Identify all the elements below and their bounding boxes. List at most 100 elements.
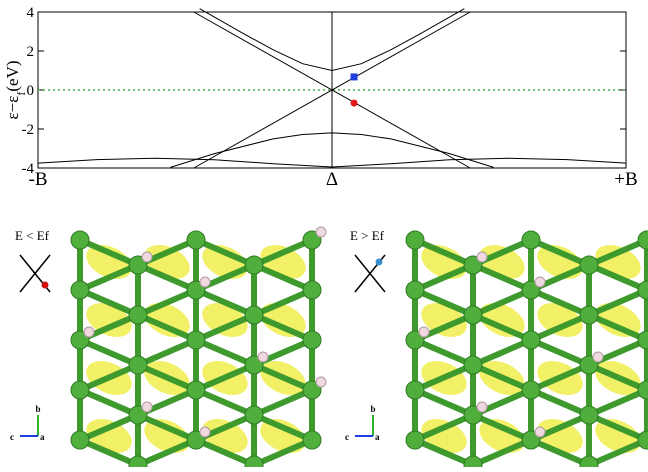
y-tick-label: 2	[27, 44, 35, 60]
bond	[78, 387, 140, 418]
atom	[302, 430, 322, 450]
atom	[521, 230, 541, 250]
atom	[637, 380, 648, 400]
bond	[529, 362, 591, 393]
atom	[579, 405, 599, 425]
bond	[413, 412, 475, 443]
atom	[302, 280, 322, 300]
bond	[78, 337, 140, 368]
bond	[587, 412, 648, 443]
atom	[463, 305, 483, 325]
y-axis-label: ε−εf(eV)	[3, 60, 28, 119]
h-atom	[476, 251, 488, 263]
atom	[128, 255, 148, 275]
bond	[413, 437, 475, 468]
atom	[637, 230, 648, 250]
bond	[471, 262, 533, 293]
axis-label: b	[35, 404, 40, 414]
atom	[128, 455, 148, 472]
atom	[244, 355, 264, 375]
atom	[128, 355, 148, 375]
h-atom	[418, 326, 430, 338]
h-atom	[199, 426, 211, 438]
lattice	[70, 226, 327, 472]
h-atom	[534, 276, 546, 288]
charge-density	[479, 303, 525, 337]
bond	[529, 437, 591, 468]
atom	[405, 330, 425, 350]
h-atom	[141, 401, 153, 413]
atom	[128, 305, 148, 325]
bond	[194, 287, 256, 318]
bond	[587, 362, 648, 393]
bond	[587, 437, 648, 468]
bond	[413, 237, 475, 268]
atom	[579, 455, 599, 472]
bond	[78, 287, 140, 318]
atom	[244, 255, 264, 275]
bond	[413, 387, 475, 418]
atom	[186, 330, 206, 350]
h-atom	[592, 351, 604, 363]
atom	[579, 355, 599, 375]
atom	[463, 355, 483, 375]
bond	[136, 337, 198, 368]
atom	[70, 280, 90, 300]
bond	[471, 287, 533, 318]
y-axis-label-part: f	[14, 92, 28, 96]
axis-label: a	[375, 432, 380, 442]
charge-density	[537, 303, 583, 337]
y-tick-label: -2	[22, 122, 35, 138]
bond	[471, 337, 533, 368]
atom	[463, 255, 483, 275]
x-tick-label: +B	[614, 169, 637, 190]
atom	[521, 330, 541, 350]
bond	[587, 387, 648, 418]
inset-dot	[375, 258, 383, 266]
inset-dot	[41, 281, 49, 289]
bond	[413, 287, 475, 318]
bond	[413, 362, 475, 393]
bond	[529, 237, 591, 268]
atom	[70, 380, 90, 400]
band-line	[199, 8, 465, 72]
bond	[529, 387, 591, 418]
charge-density	[595, 303, 641, 337]
h-atom	[199, 276, 211, 288]
y-axis-label-part: (eV)	[3, 60, 22, 91]
atom	[521, 280, 541, 300]
bond	[471, 362, 533, 393]
atom	[70, 430, 90, 450]
atom	[128, 405, 148, 425]
atom	[244, 405, 264, 425]
bond	[78, 262, 140, 293]
y-tick-label: 4	[27, 5, 35, 21]
bond	[194, 362, 256, 393]
bond	[252, 387, 314, 418]
atom	[244, 455, 264, 472]
atom	[637, 430, 648, 450]
bond	[252, 437, 314, 468]
charge-density	[260, 303, 306, 337]
atom	[579, 255, 599, 275]
atom	[244, 305, 264, 325]
band-line	[193, 11, 471, 169]
bond	[252, 237, 314, 268]
bond	[136, 362, 198, 393]
x-tick-label: -B	[29, 169, 48, 190]
atom	[637, 280, 648, 300]
atom	[405, 380, 425, 400]
h-atom	[476, 401, 488, 413]
atom	[186, 380, 206, 400]
panel-label: E > Ef	[350, 228, 385, 243]
inset-cone	[19, 254, 51, 293]
atom	[405, 430, 425, 450]
charge-density	[421, 303, 467, 337]
bond	[78, 437, 140, 468]
bond	[529, 312, 591, 343]
atom	[186, 230, 206, 250]
bond	[587, 237, 648, 268]
h-atom	[83, 326, 95, 338]
